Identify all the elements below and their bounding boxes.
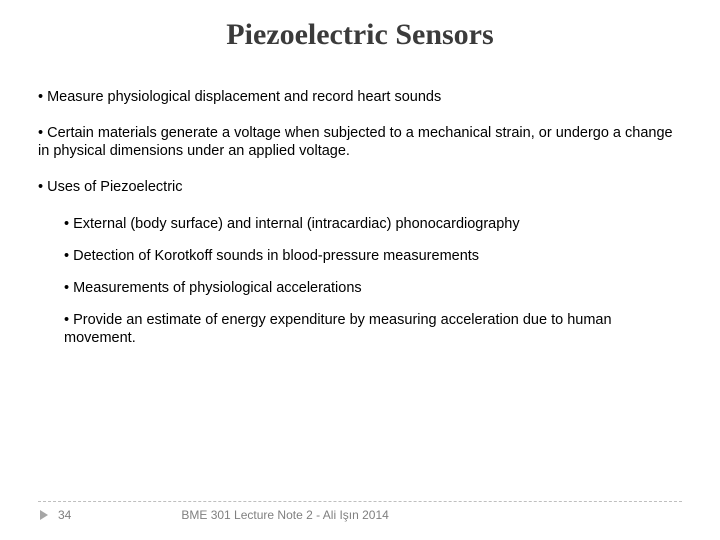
page-number: 34 <box>58 508 71 522</box>
slide-title: Piezoelectric Sensors <box>38 18 682 52</box>
sub-bullet-item: • Measurements of physiological accelera… <box>38 279 682 297</box>
bullet-item: • Certain materials generate a voltage w… <box>38 124 682 160</box>
bullet-item: • Measure physiological displacement and… <box>38 88 682 106</box>
bullet-item: • Uses of Piezoelectric <box>38 178 682 196</box>
slide-body: • Measure physiological displacement and… <box>38 88 682 347</box>
sub-bullet-item: • Detection of Korotkoff sounds in blood… <box>38 247 682 265</box>
slide-footer: 34 BME 301 Lecture Note 2 - Ali Işın 201… <box>0 501 720 522</box>
slide: Piezoelectric Sensors • Measure physiolo… <box>0 0 720 540</box>
footer-note: BME 301 Lecture Note 2 - Ali Işın 2014 <box>181 508 388 522</box>
footer-row: 34 BME 301 Lecture Note 2 - Ali Işın 201… <box>38 508 682 522</box>
sub-bullet-item: • Provide an estimate of energy expendit… <box>38 311 682 347</box>
chevron-right-icon <box>38 509 50 521</box>
footer-divider <box>38 501 682 502</box>
sub-bullet-item: • External (body surface) and internal (… <box>38 215 682 233</box>
